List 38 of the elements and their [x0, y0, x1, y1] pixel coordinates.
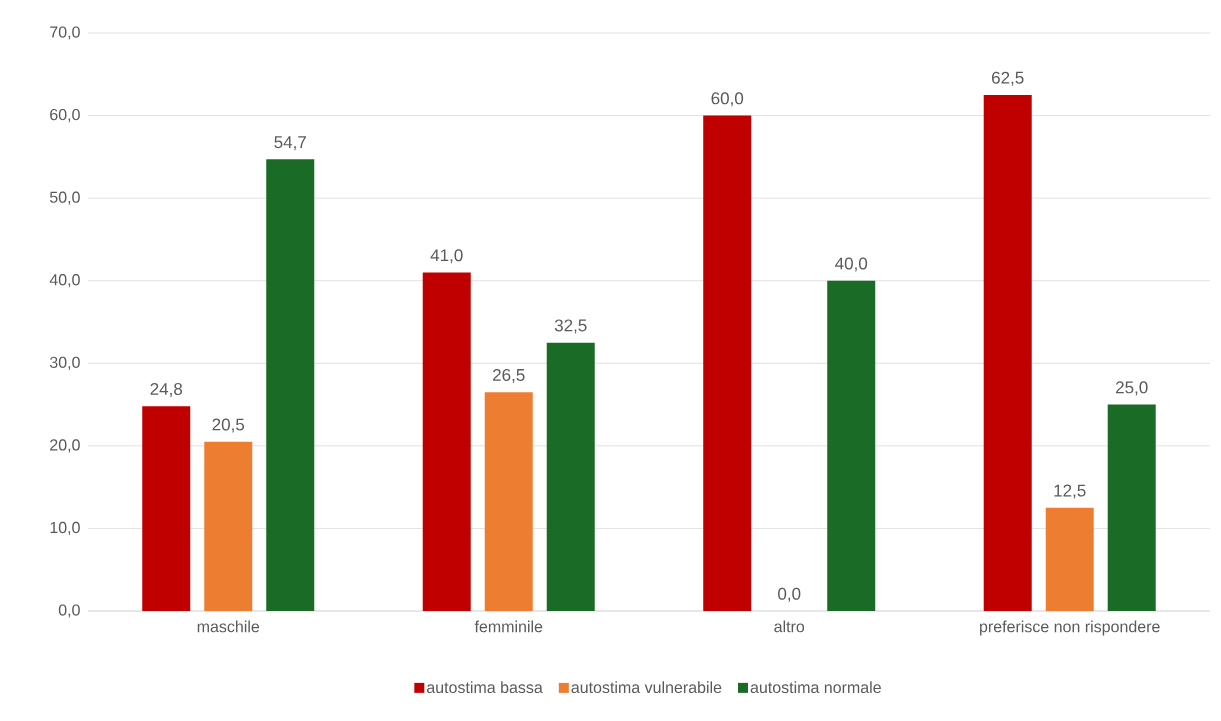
bar: [983, 94, 1032, 611]
y-tick-label: 10,0: [50, 521, 80, 536]
y-tick-label: 30,0: [49, 356, 80, 370]
legend-label: autostima vulnerabile: [571, 681, 722, 694]
data-label: 54,7: [274, 136, 306, 151]
x-tick-label: preferisce non rispondere: [980, 620, 1160, 636]
data-label: 20,5: [212, 418, 245, 433]
x-tick-label: maschile: [197, 620, 260, 633]
bar: [266, 159, 315, 611]
data-label: 24,8: [150, 382, 183, 398]
bar: [827, 280, 876, 611]
y-tick-label: 60,0: [50, 108, 80, 123]
data-label: 62,5: [992, 71, 1024, 86]
x-tick-label: femminile: [474, 620, 543, 633]
bar: [1107, 404, 1156, 611]
legend-label: autostima normale: [750, 681, 881, 694]
y-tick-label: 20,0: [50, 439, 80, 453]
data-label: 12,5: [1054, 484, 1086, 499]
legend-label: autostima bassa: [426, 681, 543, 694]
bar: [484, 392, 533, 611]
y-tick-label: 0,0: [58, 604, 80, 618]
x-tick-label: altro: [774, 620, 805, 633]
data-label: 40,0: [835, 257, 868, 272]
bar: [1045, 507, 1094, 611]
data-label: 60,0: [711, 92, 744, 107]
data-label: 26,5: [493, 368, 525, 383]
bar: [204, 441, 253, 611]
y-tick-label: 50,0: [49, 191, 80, 205]
data-label: 0,0: [778, 587, 801, 602]
bar: [546, 342, 595, 611]
bar: [422, 272, 471, 611]
data-label: 32,5: [554, 319, 587, 334]
y-tick-label: 70,0: [50, 26, 80, 40]
bar: [703, 115, 752, 611]
data-label: 25,0: [1116, 381, 1148, 396]
y-tick-label: 40,0: [49, 274, 80, 288]
bar: [142, 406, 191, 611]
data-label: 41,0: [430, 249, 463, 264]
